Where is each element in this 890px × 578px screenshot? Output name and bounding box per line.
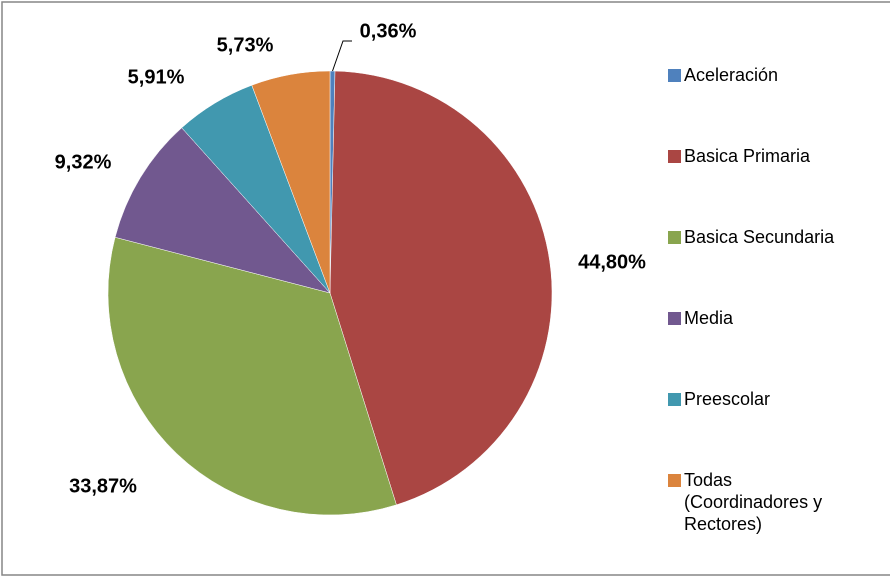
legend-swatch	[668, 69, 681, 82]
legend-swatch	[668, 312, 681, 325]
legend-swatch	[668, 474, 681, 487]
pie-slice	[329, 70, 553, 506]
legend-label: Basica Primaria	[684, 146, 811, 166]
legend-label: Basica Secundaria	[684, 227, 835, 247]
data-label: 44,80%	[578, 251, 646, 273]
data-label: 5,73%	[217, 34, 274, 56]
data-label: 5,91%	[128, 66, 185, 88]
legend-swatch	[668, 231, 681, 244]
legend-label: Media	[684, 308, 734, 328]
leader-line	[332, 40, 352, 72]
pie-slice	[251, 70, 331, 294]
legend-label: Todas (Coordinadores y Rectores)	[684, 470, 822, 534]
legend-label: Preescolar	[684, 389, 770, 409]
data-label: 9,32%	[55, 151, 112, 173]
data-label: 33,87%	[69, 475, 137, 497]
plot: 0,36% 44,80% 33,87% 9,32% 5,91% 5,73% Acelerac…	[55, 20, 835, 533]
legend-label: Aceleración	[684, 65, 778, 85]
pie-slice	[107, 236, 397, 516]
legend-swatch	[668, 150, 681, 163]
legend-swatch	[668, 393, 681, 406]
data-label: 0,36%	[360, 20, 417, 42]
pie-slice	[114, 127, 331, 294]
